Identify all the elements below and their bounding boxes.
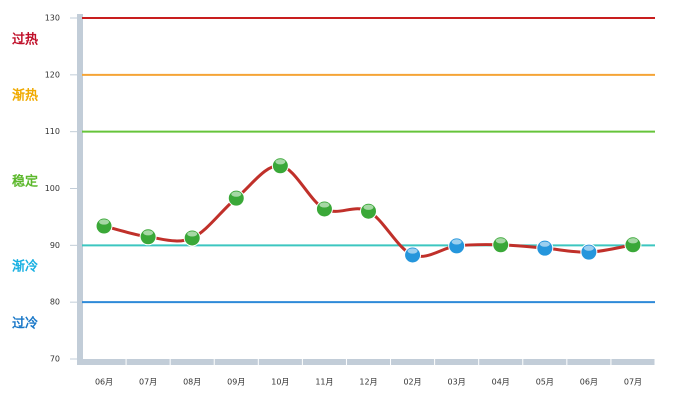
x-tick-label: 12月 (359, 378, 377, 387)
marker-highlight (495, 238, 506, 244)
x-tick-label: 07月 (139, 378, 157, 387)
marker-highlight (451, 239, 462, 245)
x-tick-label: 06月 (580, 378, 598, 387)
marker-highlight (143, 230, 154, 236)
y-tick-label: 90 (50, 241, 60, 250)
zone-label: 过冷 (12, 316, 38, 332)
marker-highlight (363, 204, 374, 210)
marker-highlight (627, 238, 638, 244)
x-tick-label: 07月 (624, 378, 642, 387)
x-tick-label: 06月 (95, 378, 113, 387)
y-tick-label: 70 (50, 355, 60, 364)
zone-label: 渐热 (12, 88, 38, 104)
y-tick-label: 100 (45, 184, 60, 193)
marker-highlight (319, 202, 330, 208)
marker-highlight (539, 241, 550, 247)
marker-highlight (407, 248, 418, 254)
x-tick-label: 11月 (315, 378, 333, 387)
y-tick-label: 110 (45, 127, 60, 136)
zone-label: 过热 (12, 32, 38, 48)
marker-highlight (231, 191, 242, 197)
x-axis-bar (77, 359, 655, 365)
zone-label: 稳定 (12, 174, 38, 190)
marker-highlight (187, 231, 198, 237)
y-tick-label: 120 (45, 70, 60, 79)
x-tick-label: 03月 (448, 378, 466, 387)
marker-highlight (99, 219, 110, 225)
x-tick-label: 05月 (536, 378, 554, 387)
y-tick-label: 130 (45, 14, 60, 23)
x-tick-label: 04月 (492, 378, 510, 387)
y-tick-label: 80 (50, 298, 60, 307)
x-tick-label: 09月 (227, 378, 245, 387)
x-tick-label: 10月 (271, 378, 289, 387)
x-tick-label: 02月 (403, 378, 421, 387)
marker-highlight (275, 159, 286, 165)
x-tick-label: 08月 (183, 378, 201, 387)
zone-label: 渐冷 (12, 259, 38, 275)
marker-highlight (583, 245, 594, 251)
y-axis-bar (77, 14, 83, 365)
